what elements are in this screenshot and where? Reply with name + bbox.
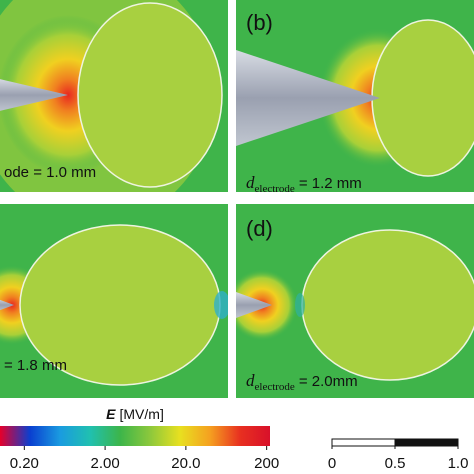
colorbar-tick-label: 200 — [254, 455, 279, 472]
panel-b: (b) delectrode = 1.2 mm — [236, 0, 474, 195]
colorbar-tick-label: 0.20 — [10, 455, 39, 472]
symbol: E — [106, 406, 116, 422]
colorbar-title: E [MV/m] — [106, 406, 164, 422]
panel-c: = 1.8 mm — [0, 204, 228, 398]
scale-bar: 0 0.5 1.0 — [328, 438, 469, 472]
scale-bar-white — [331, 438, 396, 447]
panel-d: (d) delectrode = 2.0mm — [236, 204, 474, 398]
subscript: electrode — [255, 381, 295, 393]
value: = 1.2 mm — [299, 175, 362, 192]
electrode-distance: delectrode = 1.2 mm — [246, 173, 362, 195]
symbol: d — [246, 371, 255, 390]
colorbar-tick-label: 20.0 — [171, 455, 200, 472]
scale-tick-label: 0 — [328, 455, 336, 472]
unit: [MV/m] — [120, 406, 164, 422]
colorbar-gradient — [0, 426, 270, 446]
electrode-distance: delectrode = 2.0mm — [246, 371, 358, 393]
panel-label: (b) — [246, 10, 273, 35]
symbol: d — [246, 173, 255, 192]
scale-tick-label: 1.0 — [448, 455, 469, 472]
electrode-distance: ode = 1.0 mm — [4, 164, 96, 181]
scale-bar-black — [394, 438, 459, 447]
colorbar-tick-label: 2.00 — [90, 455, 119, 472]
value: = 2.0mm — [299, 373, 358, 390]
panel-label: (d) — [246, 216, 273, 241]
panel-a: ode = 1.0 mm — [0, 0, 228, 192]
colorbar: E [MV/m] 0.20 2.00 20.0 200 — [0, 406, 279, 472]
scale-tick-label: 0.5 — [385, 455, 406, 472]
electrode-distance: = 1.8 mm — [4, 357, 67, 374]
subscript: electrode — [255, 183, 295, 195]
